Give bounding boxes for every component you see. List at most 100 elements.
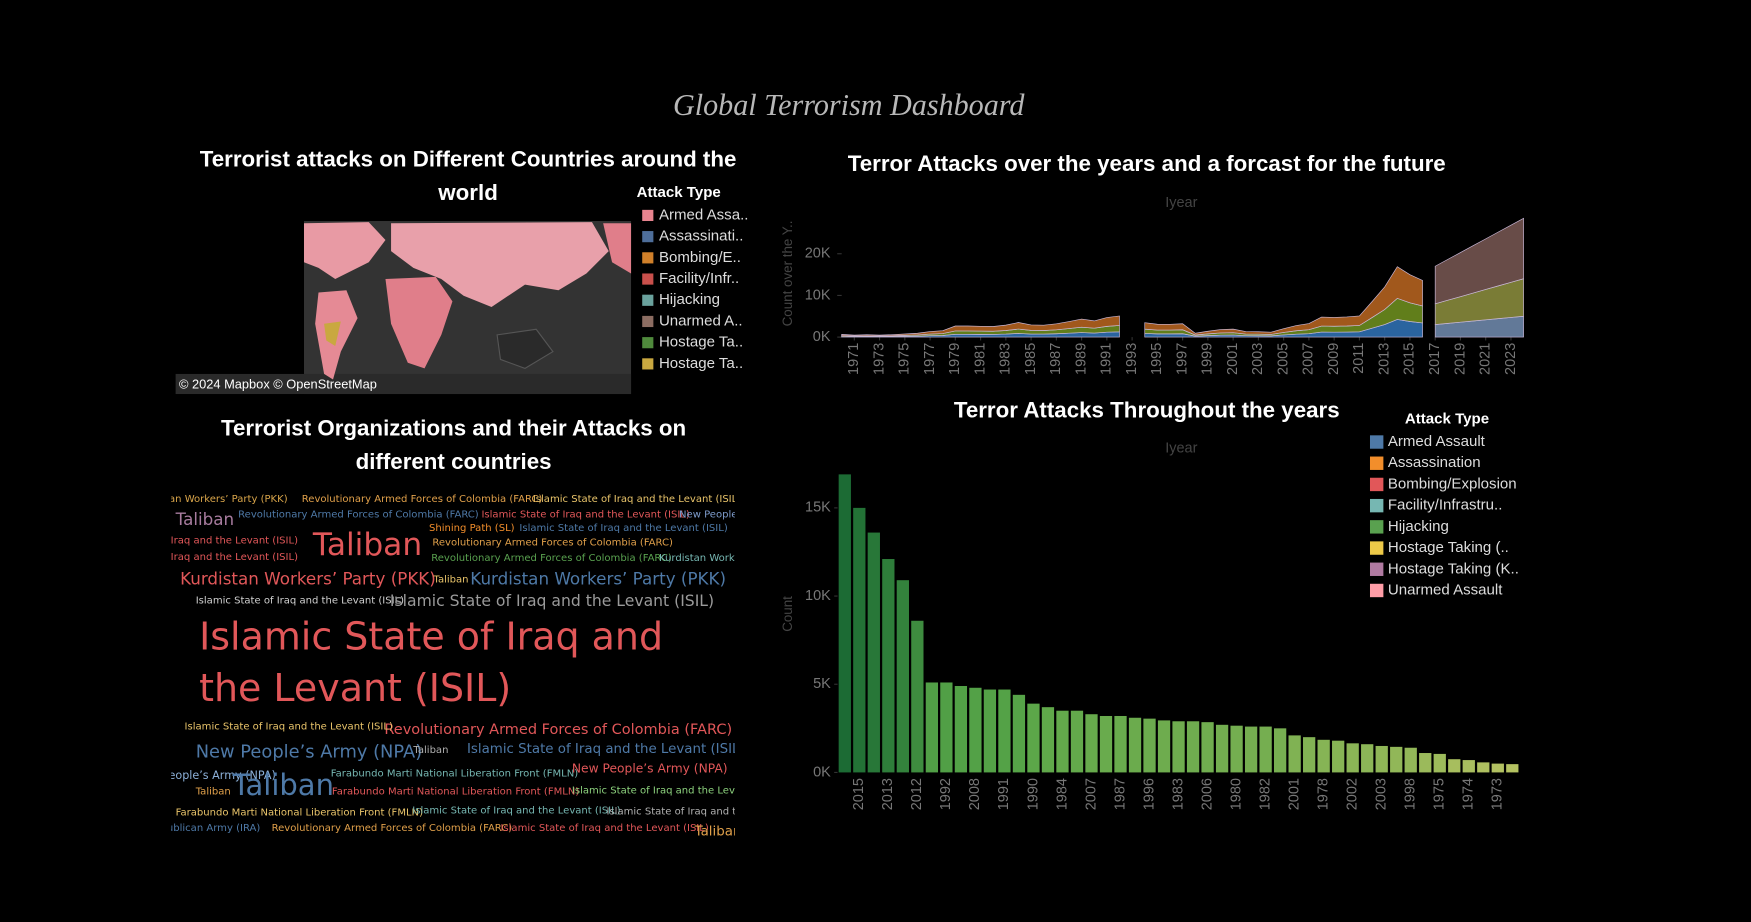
- word: Revolutionary Armed Forces of Colombia (…: [302, 494, 543, 505]
- x-tick-label: 1999: [1200, 343, 1216, 375]
- chart-title: Terror Attacks Throughout the years: [953, 398, 1340, 424]
- word: Revolutionary Armed Forces of Colombia (…: [272, 823, 513, 834]
- legend-swatch: [642, 337, 654, 349]
- legend-swatch: [1369, 583, 1384, 598]
- bar: [1259, 726, 1272, 773]
- x-tick-label: 1990: [1025, 778, 1041, 810]
- legend-swatch: [642, 231, 654, 243]
- word: Islamic State of Iraq and the Levant (IS…: [412, 805, 620, 816]
- word: New People’s Army (NPA): [679, 510, 806, 521]
- y-tick-label: 20K: [805, 246, 831, 262]
- x-tick-label: 1989: [1073, 343, 1089, 375]
- bar: [1462, 760, 1475, 773]
- x-tick-label: 1975: [1432, 778, 1448, 810]
- bar: [1491, 763, 1504, 773]
- land: [303, 222, 386, 280]
- x-tick-label: 1996: [1141, 778, 1157, 810]
- legend-label: Bombing/E..: [659, 249, 741, 266]
- legend-swatch: [642, 294, 654, 306]
- bar: [1070, 710, 1084, 773]
- word: Revolutionary Armed Forces of Colombia (…: [431, 553, 672, 564]
- x-tick-label: 1987: [1048, 343, 1064, 375]
- bar: [1288, 735, 1301, 773]
- word: Kurdistan Workers’ Party (PKK): [659, 553, 812, 564]
- x-tick-label: 2005: [1275, 343, 1291, 375]
- word: Taliban: [412, 745, 448, 756]
- x-tick-label: 1997: [1174, 343, 1190, 375]
- legend-label: Unarmed Assault: [1388, 581, 1503, 598]
- word: Taliban: [195, 786, 231, 797]
- legend-label: Facility/Infr..: [659, 270, 739, 287]
- bar: [1186, 721, 1200, 773]
- chart-title-box: Terror Attacks Throughout the years: [953, 398, 1340, 424]
- legend-label: Assassinati..: [659, 228, 743, 245]
- x-tick-label: 2013: [880, 778, 896, 810]
- word: Islamic State of Iraq and the Levant (IS…: [90, 535, 298, 546]
- chart-title-box: Terrorist attacks on Different Countries…: [200, 147, 737, 205]
- legend-swatch: [642, 358, 654, 370]
- bar: [969, 687, 982, 773]
- bar: [1143, 718, 1156, 773]
- x-tick-label: 1973: [871, 343, 887, 375]
- x-tick-label: 1991: [1099, 343, 1115, 375]
- x-tick-label: 1979: [947, 343, 963, 375]
- word: Islamic State of Iraq and the Levant (IS…: [481, 510, 689, 521]
- x-tick-label: 1984: [1054, 778, 1070, 810]
- y-tick-label: 10K: [805, 588, 831, 604]
- bar: [1477, 762, 1490, 773]
- land: [391, 222, 609, 307]
- word: Islamic State of Iraq and the Levant (IS…: [199, 615, 664, 712]
- bar: [1346, 743, 1359, 773]
- legend-swatch: [1369, 520, 1384, 534]
- legend-swatch: [642, 252, 654, 264]
- bar: [1041, 707, 1055, 773]
- x-tick-label: 1975: [897, 343, 913, 375]
- bar: [1448, 759, 1461, 773]
- x-tick-label: 2017: [1427, 343, 1443, 375]
- bar: [940, 682, 953, 773]
- x-tick-label: 2003: [1374, 778, 1390, 810]
- word: Islamic State of Iraq and the Levant (IS…: [467, 742, 745, 757]
- bar: [1390, 746, 1403, 773]
- map-attribution: © 2024 Mapbox © OpenStreetMap: [179, 376, 377, 391]
- bar: [1027, 703, 1040, 773]
- bar: [1303, 737, 1316, 773]
- legend-title: Attack Type: [1405, 411, 1489, 428]
- x-tick-label: 1992: [938, 778, 954, 810]
- x-tick-label: 2006: [1199, 778, 1215, 810]
- word: Islamic State of Iraq and the Levant (IS…: [606, 806, 814, 817]
- bar: [1215, 724, 1229, 773]
- legend-label: Assassination: [1388, 454, 1481, 471]
- x-tick-label: 2015: [1402, 343, 1418, 375]
- bar: [1128, 717, 1142, 773]
- x-tick-label: 2011: [1351, 343, 1367, 374]
- y-tick-label: 10K: [805, 287, 831, 303]
- bar: [983, 689, 997, 773]
- legend-label: Hostage Ta..: [659, 355, 743, 372]
- bar: [954, 686, 968, 773]
- x-tick-label: 1978: [1315, 778, 1331, 810]
- x-tick-label: 1977: [922, 343, 938, 375]
- bar: [1172, 721, 1185, 773]
- legend-swatch: [642, 273, 654, 285]
- word: Kurdistan Workers’ Party (PKK): [134, 494, 287, 505]
- legend-label: Bombing/Explosion: [1388, 475, 1517, 492]
- bar: [1230, 725, 1243, 773]
- y-axis-title: Count: [780, 596, 795, 632]
- bar: [911, 620, 924, 773]
- bar: [1375, 745, 1388, 773]
- word: Islamic State of Iraq and the Levant (IS…: [519, 523, 727, 534]
- legend-label: Unarmed A..: [659, 312, 743, 329]
- word: Taliban: [175, 509, 235, 529]
- bar: [1099, 715, 1113, 773]
- x-tick-label: 1985: [1023, 343, 1039, 375]
- bar: [1332, 740, 1345, 773]
- legend-label: Facility/Infrastru..: [1388, 497, 1503, 514]
- word: Taliban: [432, 574, 468, 585]
- word: Farabundo Marti National Liberation Fron…: [331, 769, 578, 780]
- bar: [925, 682, 939, 773]
- bar: [1244, 726, 1258, 773]
- area: [841, 315, 1120, 337]
- x-tick-label: 1995: [1149, 343, 1165, 375]
